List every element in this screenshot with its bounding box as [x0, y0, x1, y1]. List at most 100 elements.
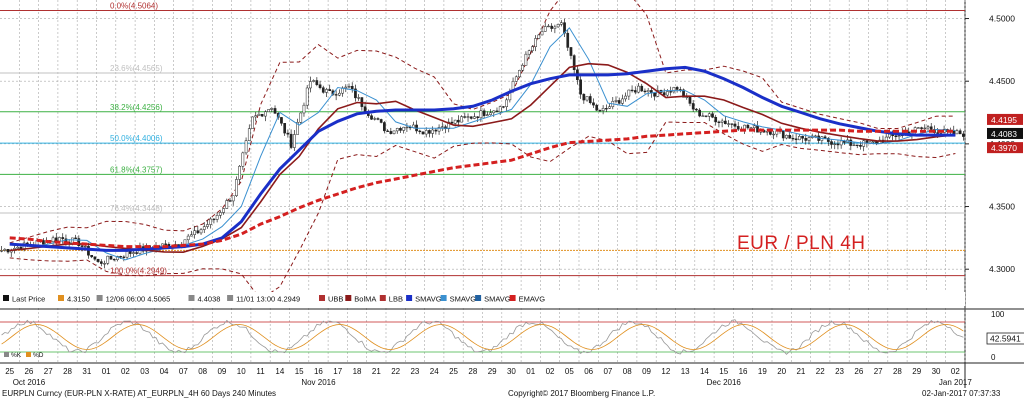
candle-body — [653, 92, 656, 97]
candle-body — [617, 100, 621, 104]
fib-level-label: 0.0%(4.5064) — [110, 2, 158, 11]
candle-body — [363, 106, 367, 113]
legend-swatch — [475, 295, 482, 301]
candle-body — [495, 110, 499, 113]
candle-body — [321, 87, 325, 93]
candle-body — [830, 141, 833, 145]
candle-body — [662, 92, 666, 96]
candle-body — [543, 26, 547, 32]
legend-label: LBB — [389, 295, 403, 304]
candle-body — [785, 134, 788, 139]
candle-body — [707, 113, 711, 117]
candle-body — [675, 87, 679, 90]
candle-body — [736, 126, 740, 130]
candle-body — [379, 119, 383, 123]
candle-body — [267, 109, 270, 113]
candle-body — [720, 120, 724, 123]
candle-body — [682, 89, 685, 98]
candle-body — [746, 124, 750, 129]
candle-body — [399, 128, 402, 131]
candle-body — [235, 179, 238, 196]
candle-body — [849, 139, 853, 146]
candle-body — [781, 130, 785, 139]
footer-bar: EURPLN Curncy (EUR-PLN X-RATE) AT_EURPLN… — [0, 389, 1024, 401]
candle-body — [80, 245, 84, 247]
candle-body — [209, 218, 213, 225]
day-tick-label: 14 — [700, 367, 709, 376]
day-tick-label: 07 — [179, 367, 188, 376]
day-tick-label: 08 — [198, 367, 207, 376]
candle-body — [103, 263, 106, 265]
candle-body — [955, 130, 959, 135]
day-tick-label: 26 — [24, 367, 33, 376]
candle-body — [633, 90, 637, 93]
candle-body — [920, 127, 923, 129]
price-tick-label: 4.5000 — [989, 14, 1015, 24]
candle-body — [280, 117, 283, 124]
candle-body — [917, 127, 920, 129]
candle-body — [804, 138, 808, 141]
candle-body — [421, 131, 425, 135]
candle-body — [395, 128, 399, 132]
legend-swatch — [3, 295, 9, 301]
candle-body — [309, 81, 312, 89]
candle-body — [672, 87, 676, 93]
day-tick-label: 21 — [372, 367, 381, 376]
day-tick-label: 27 — [44, 367, 53, 376]
candle-body — [646, 90, 650, 93]
day-tick-label: 28 — [468, 367, 477, 376]
legend-swatch — [188, 295, 195, 301]
footer-timestamp: 02-Jan-2017 07:37:33 — [922, 389, 1001, 398]
moving-averages — [9, 27, 956, 261]
day-tick-label: 20 — [777, 367, 786, 376]
candle-body — [826, 137, 830, 142]
candle-body — [183, 239, 187, 245]
candle-body — [112, 258, 116, 261]
candle-body — [531, 46, 534, 51]
candle-body — [621, 98, 624, 104]
candle-body — [772, 133, 775, 136]
candle-body — [389, 131, 393, 134]
fib-level-label: 50.0%(4.4006) — [110, 134, 163, 143]
legend-swatch — [319, 295, 325, 301]
day-tick-label: 16 — [739, 367, 748, 376]
candle-body — [614, 100, 618, 102]
last-price-tag — [987, 127, 1023, 139]
day-tick-label: 23 — [410, 367, 419, 376]
legend-bar — [0, 292, 965, 306]
candle-body — [218, 212, 222, 216]
candle-body — [888, 133, 891, 138]
day-tick-label: 17 — [333, 367, 342, 376]
candle-body — [202, 226, 206, 230]
legend-label: UBB — [328, 295, 343, 304]
candle-body — [836, 143, 840, 146]
candle-body — [801, 136, 804, 139]
fib-level-label: 61.8%(4.3757) — [110, 165, 163, 174]
candle-body — [283, 123, 287, 134]
day-tick-label: 14 — [275, 367, 284, 376]
day-tick-label: 04 — [160, 367, 169, 376]
candle-body — [752, 125, 756, 129]
candle-body — [698, 109, 701, 117]
day-tick-label: 27 — [874, 367, 883, 376]
candle-body — [566, 32, 570, 48]
candle-body — [251, 116, 254, 129]
candle-body — [122, 256, 126, 258]
candle-body — [450, 121, 454, 124]
candle-body — [402, 126, 406, 131]
day-tick-label: 09 — [642, 367, 651, 376]
candle-body — [392, 130, 396, 134]
candle-body — [286, 132, 290, 135]
time-axis: 25 26 27 28 31 01 02 03 04 07 08 09 10 11 14 15 16 17 18 21… — [5, 367, 972, 387]
candle-body — [190, 234, 193, 237]
candle-body — [559, 22, 563, 25]
candle-body — [299, 112, 303, 123]
oscillator-legend-swatch — [26, 352, 31, 357]
candle-body — [505, 99, 508, 107]
last-price-tag-label: 4.4083 — [991, 129, 1017, 139]
candle-body — [386, 130, 389, 132]
candle-body — [440, 126, 444, 128]
candle-body — [724, 120, 727, 125]
day-tick-label: 15 — [295, 367, 304, 376]
legend-swatch — [379, 295, 386, 301]
